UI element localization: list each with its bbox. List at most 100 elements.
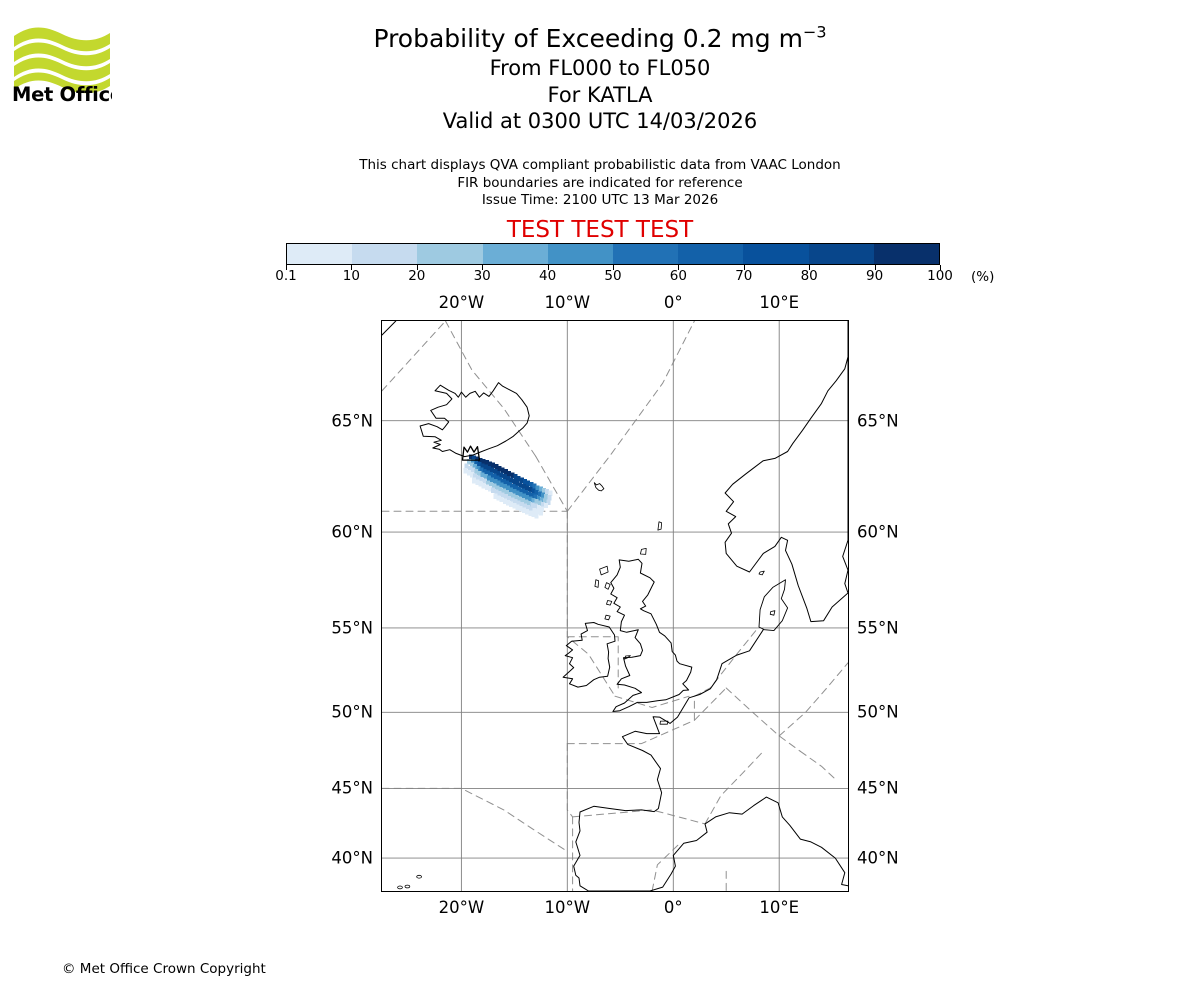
plume-cell [531, 497, 536, 504]
plume-cell [507, 495, 512, 502]
plume-cell [497, 490, 502, 497]
plume-cell [506, 485, 511, 492]
plume-cell [519, 477, 524, 484]
fir-boundary-9 [572, 809, 706, 825]
plume-cell [537, 491, 542, 497]
plume-cell [504, 480, 509, 487]
coastline-island-5 [606, 600, 613, 606]
logo-graphic: Met Office [12, 27, 112, 106]
plume-cell [526, 480, 531, 487]
main-title-exponent: −3 [802, 22, 827, 42]
fir-boundary-12 [704, 750, 764, 825]
plume-cell [533, 494, 538, 501]
coastline-mediterranean [588, 796, 848, 891]
plume-cell [473, 464, 478, 470]
colorbar-tick-80 [809, 265, 811, 270]
lon-tick-label-bottom-10°W: 10°W [544, 898, 591, 917]
plume-cell [517, 496, 522, 502]
plume-cell [524, 499, 529, 505]
plume-cell [545, 489, 550, 495]
plume-cell [494, 489, 499, 495]
plume-cell [506, 475, 511, 482]
plume-cell [498, 487, 503, 493]
fir-boundary-11 [382, 787, 568, 852]
colorbar-tick-label-30: 30 [473, 268, 491, 284]
plume-cell [535, 485, 540, 491]
fir-boundary-7 [725, 687, 801, 752]
plume-cell [486, 466, 491, 472]
plume-cell [537, 500, 542, 506]
plume-cell [528, 496, 533, 502]
plume-cell [471, 459, 476, 465]
plume-cell [502, 483, 507, 490]
copyright-notice: © Met Office Crown Copyright [62, 961, 266, 977]
plume-cell [546, 499, 551, 506]
plume-cell [495, 475, 500, 482]
plume-cell [485, 470, 490, 477]
coastlines [382, 321, 848, 891]
colorbar-band-40-50 [547, 244, 614, 264]
plume-cell [463, 468, 468, 474]
lat-tick-label-right-60°N: 60°N [857, 522, 899, 542]
plume-cell [473, 473, 478, 480]
lon-tick-label-top-10°E: 10°E [759, 293, 799, 312]
plume-cell [541, 501, 545, 508]
volcano-symbol-katla [461, 445, 481, 461]
plume-cell [509, 501, 514, 507]
fir-boundary-4 [566, 636, 619, 689]
plume-cell [515, 480, 520, 487]
plume-cell [488, 461, 493, 467]
plume-cell [510, 497, 515, 503]
fir-boundary-13 [778, 662, 848, 737]
plume-cell [515, 490, 520, 496]
plume-cell [467, 465, 472, 472]
plume-cell [512, 503, 517, 509]
fir-boundary-8 [566, 743, 574, 818]
plume-cell [547, 495, 552, 501]
plume-cell [478, 457, 483, 464]
lon-tick-label-top-0°: 0° [663, 293, 683, 312]
plume-cell [528, 487, 533, 493]
coastline-great-britain [610, 558, 693, 712]
colorbar-band-20-30 [417, 244, 483, 264]
lat-tick-label-left-40°N: 40°N [331, 848, 373, 868]
plume-cell [474, 460, 479, 467]
info-line-issue-time: Issue Time: 2100 UTC 13 Mar 2026 [481, 192, 719, 208]
fir-boundary-6 [693, 627, 759, 721]
plume-cell [513, 499, 518, 505]
plume-cell [531, 511, 536, 518]
plume-cell [512, 479, 517, 485]
plume-cell [490, 477, 495, 483]
test-banner: TEST TEST TEST [506, 216, 694, 243]
plume-cell [491, 462, 496, 469]
plume-cell [486, 475, 491, 482]
plume-cell [511, 483, 516, 490]
plume-cell [512, 488, 517, 495]
colorbar-band-60-70 [678, 244, 744, 264]
coastline-island-0 [657, 521, 662, 531]
map-panel[interactable] [381, 320, 849, 892]
main-title-text: Probability of Exceeding 0.2 mg m [373, 24, 803, 53]
lat-tick-label-left-50°N: 50°N [331, 702, 373, 722]
fir-boundaries [382, 321, 848, 891]
coastline-island-7 [624, 655, 631, 660]
plume-cell [491, 487, 496, 494]
logo-wave-bands [14, 27, 110, 94]
colorbar-tick-70 [743, 265, 745, 270]
plume-cell [525, 509, 530, 515]
map-canvas [382, 321, 848, 891]
plume-cell [517, 487, 522, 493]
plume-cell [548, 490, 553, 496]
lat-tick-label-right-45°N: 45°N [857, 778, 899, 798]
plume-cell [496, 495, 501, 501]
fir-boundary-2 [566, 321, 695, 512]
plume-cell [477, 470, 482, 477]
plume-cell [482, 478, 487, 485]
plume-cell [521, 483, 526, 490]
plume-cell [503, 494, 508, 500]
logo-wave-4 [14, 72, 110, 94]
plume-cell [532, 507, 537, 514]
plume-cell [519, 502, 524, 508]
coastline-small-island-2 [416, 874, 422, 879]
plume-cell [508, 491, 513, 498]
